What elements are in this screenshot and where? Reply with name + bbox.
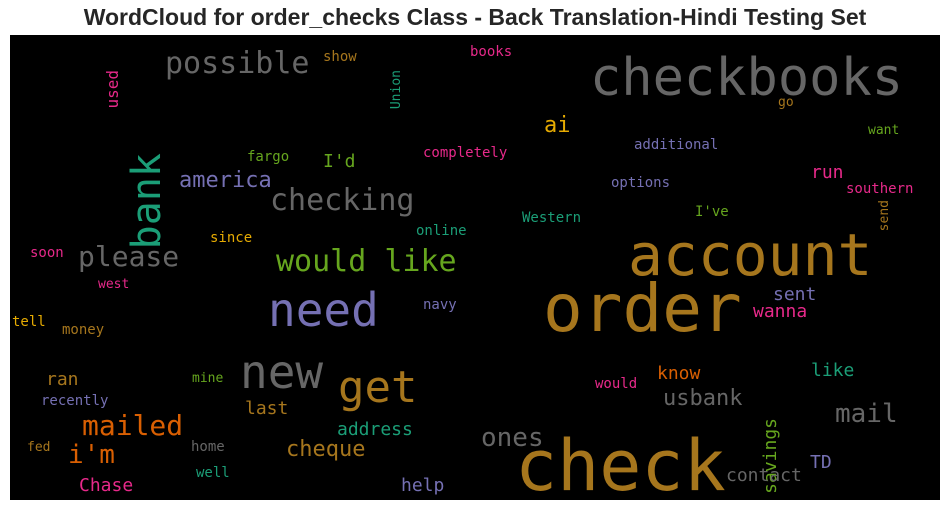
word-fed: fed [27,440,50,455]
word-options: options [611,175,670,191]
word-wanna: wanna [753,301,807,322]
word-send: send [877,200,892,231]
word-go: go [778,95,794,110]
word-completely: completely [423,145,507,161]
word-account: account [628,221,872,289]
word-books: books [470,44,512,60]
word-possible: possible [165,46,310,81]
word-need: need [268,283,379,337]
word-cloud: checkbooks account order check need new get wou… [10,35,940,500]
word-recently: recently [41,393,108,409]
word-savings: savings [760,418,781,494]
word-ai: ai [544,113,571,138]
word-southern: southern [846,181,913,197]
word-navy: navy [423,297,457,313]
word-mailed: mailed [82,409,183,442]
word-i-ve: I've [695,204,729,220]
word-i-d: I'd [323,151,356,172]
word-checkbooks: checkbooks [590,48,903,108]
word-new: new [240,345,323,399]
word-mail: mail [835,399,898,429]
word-fargo: fargo [247,149,289,165]
word-used: used [103,70,122,109]
word-sent: sent [773,284,816,305]
word-last: last [245,398,288,419]
word-america: america [179,168,272,193]
word-tell: tell [12,314,46,330]
word-money: money [62,322,104,338]
word-online: online [416,223,467,239]
word-since: since [210,230,252,246]
word-union: Union [389,70,404,109]
word-bank: bank [124,153,170,249]
word-west: west [98,277,129,292]
word-td: TD [810,452,832,473]
word-well: well [196,465,230,481]
word-check: check [515,425,726,500]
word-would: would [595,376,637,392]
word-additional: additional [634,137,718,153]
word-western: Western [522,210,581,226]
word-show: show [323,49,357,65]
word-mine: mine [192,371,223,386]
word-home: home [191,439,225,455]
chart-title: WordCloud for order_checks Class - Back … [83,4,867,30]
word-please: please [78,240,179,273]
word-checking: checking [270,183,415,218]
word-chase: Chase [79,475,133,496]
word-run: run [811,162,844,183]
word-i-m: i'm [68,440,115,470]
word-soon: soon [30,245,64,261]
word-usbank: usbank [663,386,742,411]
word-like: like [811,360,854,381]
word-order: order [543,270,742,347]
word-know: know [657,363,701,384]
word-ran: ran [46,369,79,390]
word-help: help [401,475,444,496]
word-get: get [338,362,417,413]
word-cheque: cheque [286,437,365,462]
word-contact: contact [726,465,802,486]
word-address: address [337,419,413,440]
word-would-like: would like [276,244,457,279]
word-want: want [868,123,899,138]
word-ones: ones [481,423,544,453]
